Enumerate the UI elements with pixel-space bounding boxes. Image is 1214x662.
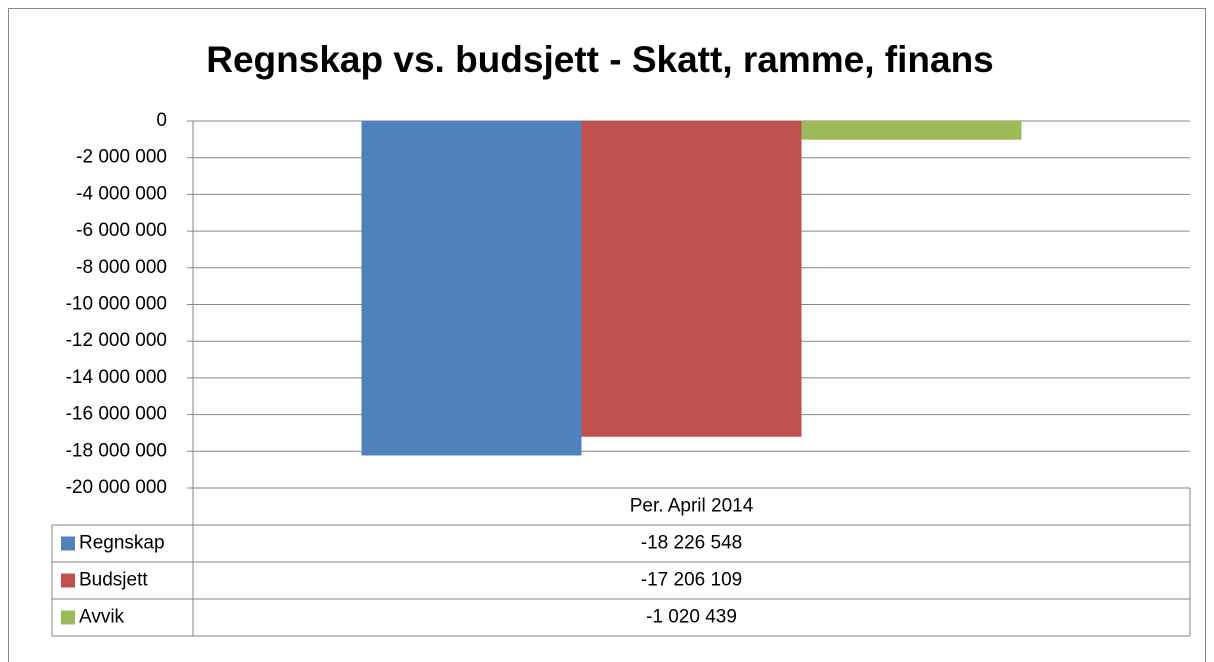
- y-tick-label: 0: [156, 110, 167, 131]
- y-tick-label: -6 000 000: [76, 220, 167, 241]
- y-tick-label: -18 000 000: [66, 440, 167, 461]
- x-tick-label: Per. April 2014: [630, 496, 754, 517]
- y-tick-label: -16 000 000: [66, 404, 167, 425]
- bar: [801, 121, 1022, 140]
- bar: [361, 121, 582, 456]
- y-tick-label: -8 000 000: [76, 257, 167, 278]
- y-tick-label: -14 000 000: [66, 367, 167, 388]
- y-tick-label: -10 000 000: [66, 294, 167, 315]
- legend-label: Regnskap: [79, 533, 165, 554]
- y-tick-label: -2 000 000: [76, 147, 167, 168]
- legend-swatch: [61, 573, 75, 588]
- data-label: -18 226 548: [641, 533, 742, 554]
- y-tick-label: -20 000 000: [66, 477, 167, 498]
- y-tick-label: -4 000 000: [76, 183, 167, 204]
- bar: [581, 121, 802, 437]
- legend-swatch: [61, 610, 75, 625]
- data-label: -17 206 109: [641, 570, 742, 591]
- data-label: -1 020 439: [646, 607, 737, 628]
- chart-title: Regnskap vs. budsjett - Skatt, ramme, fi…: [206, 39, 994, 80]
- legend-label: Budsjett: [79, 570, 148, 591]
- legend-swatch: [61, 536, 75, 551]
- legend-label: Avvik: [79, 607, 125, 628]
- y-tick-label: -12 000 000: [66, 330, 167, 351]
